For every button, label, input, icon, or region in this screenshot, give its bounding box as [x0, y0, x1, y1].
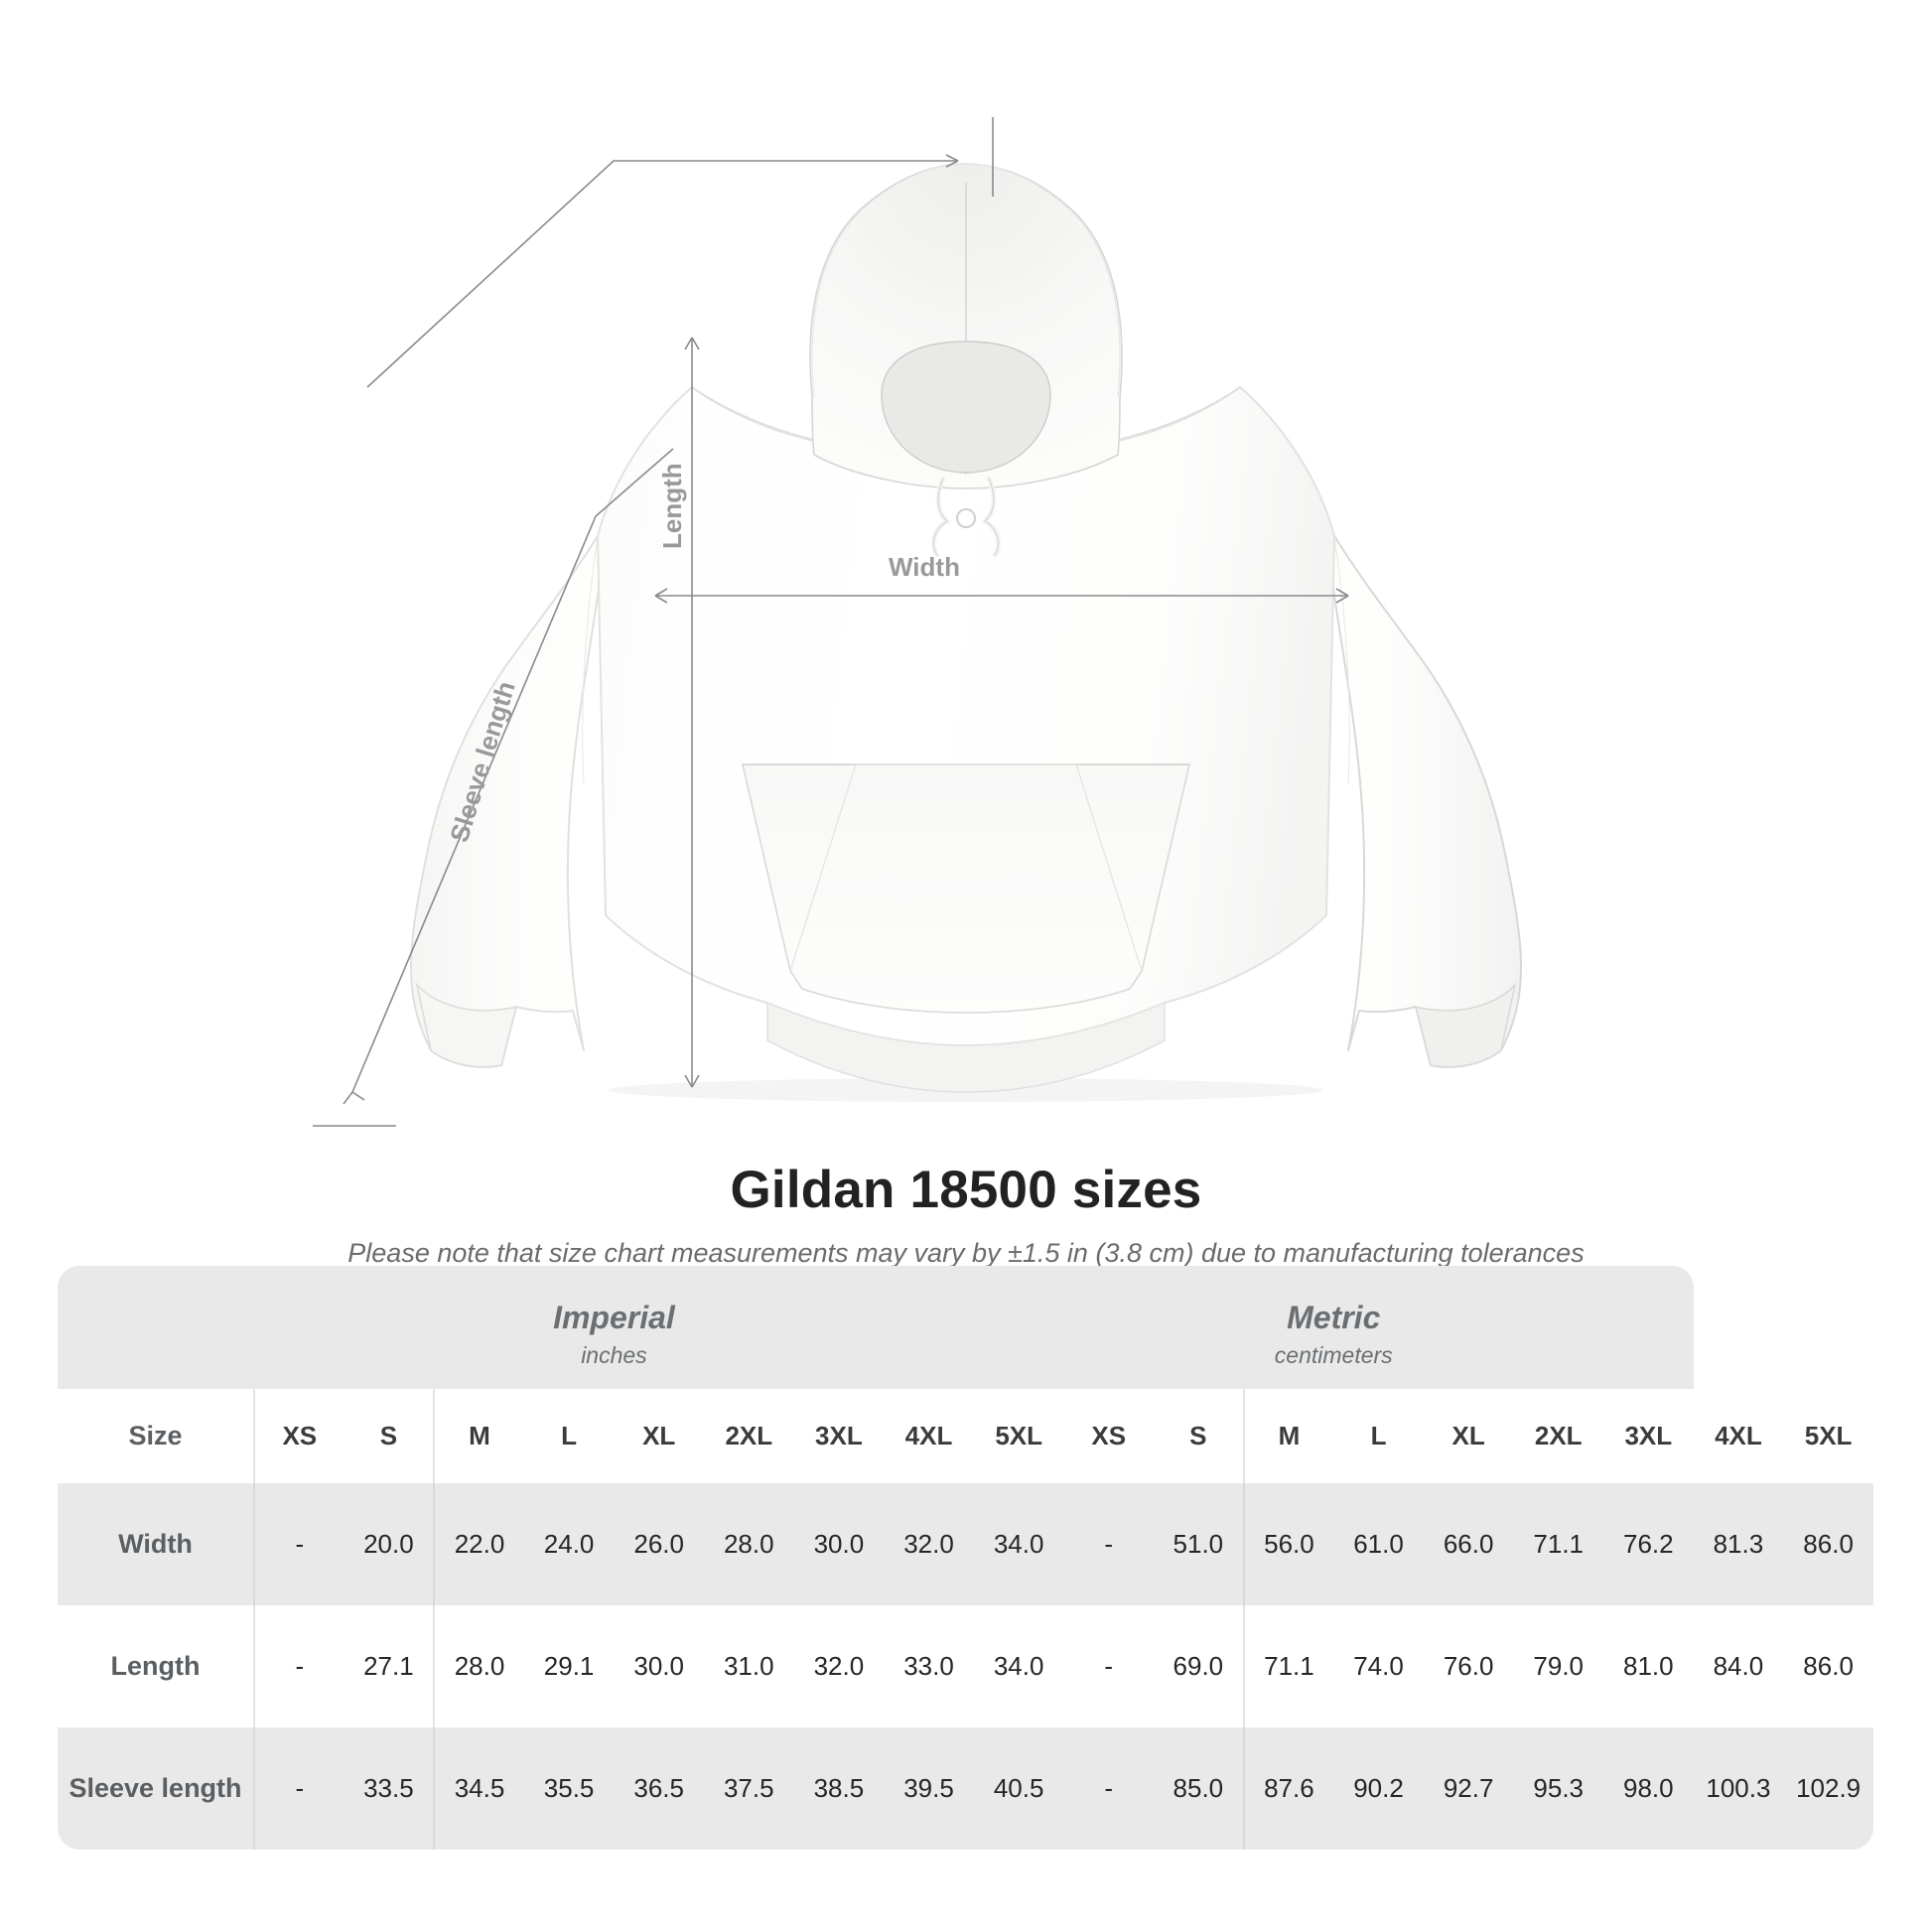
- svg-text:Width: Width: [889, 552, 960, 582]
- svg-text:Length: Length: [657, 463, 687, 549]
